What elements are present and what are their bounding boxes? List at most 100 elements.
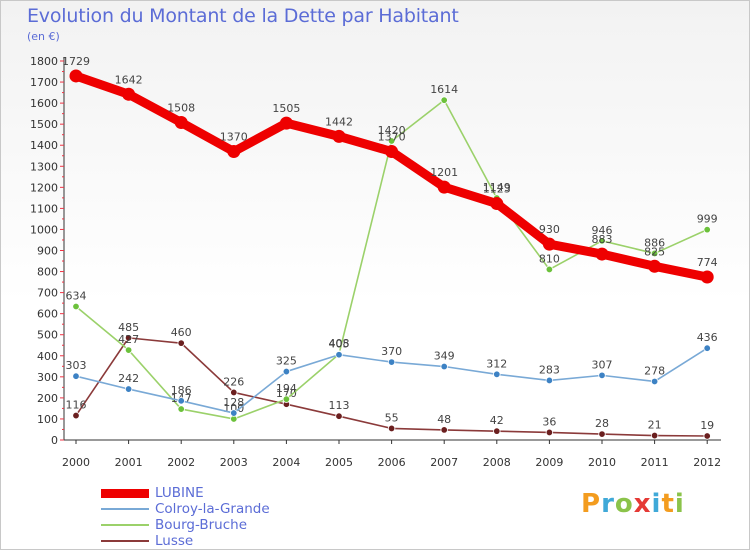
data-point (387, 358, 396, 366)
data-label: 460 (171, 326, 192, 339)
x-tick-label: 2001 (115, 456, 143, 469)
legend-swatch (101, 524, 149, 526)
data-label: 186 (171, 384, 192, 397)
legend-item: Lusse (101, 533, 270, 549)
data-label: 55 (385, 411, 399, 424)
data-label: 1442 (325, 115, 353, 128)
data-label: 1729 (62, 55, 90, 68)
data-label: 1420 (378, 124, 406, 137)
data-point (282, 367, 291, 376)
data-point (703, 432, 711, 440)
data-label: 427 (118, 333, 139, 346)
legend-item: Colroy-la-Grande (101, 501, 270, 517)
x-tick-label: 2006 (378, 456, 406, 469)
data-label: 194 (276, 382, 297, 395)
data-point (282, 395, 291, 403)
y-tick-label: 1300 (30, 160, 58, 173)
data-point (437, 180, 451, 194)
y-tick-label: 1600 (30, 97, 58, 110)
data-point (124, 346, 133, 354)
data-label: 825 (644, 245, 665, 258)
data-point (440, 362, 448, 371)
data-point (598, 430, 606, 438)
legend-item: LUBINE (101, 485, 270, 501)
y-tick-label: 600 (37, 308, 58, 321)
data-point (440, 426, 448, 434)
y-tick-label: 900 (37, 245, 58, 258)
data-point (177, 339, 185, 347)
data-point (332, 129, 346, 143)
y-tick-label: 500 (37, 329, 58, 342)
data-point (545, 428, 554, 437)
y-tick-label: 700 (37, 287, 58, 300)
legend-swatch (101, 488, 149, 498)
logo-letter: t (661, 489, 675, 519)
x-tick-label: 2005 (325, 456, 353, 469)
logo-letter: x (633, 489, 652, 519)
data-label: 19 (700, 419, 714, 432)
data-label: 116 (66, 399, 87, 412)
data-label: 883 (592, 233, 613, 246)
x-tick-label: 2011 (641, 456, 669, 469)
x-tick-label: 2004 (272, 456, 300, 469)
data-point (493, 427, 501, 435)
y-tick-label: 100 (37, 413, 58, 426)
data-point (174, 115, 188, 129)
data-point (72, 411, 80, 420)
y-tick-label: 200 (37, 392, 58, 405)
data-point (650, 249, 659, 258)
y-tick-label: 0 (51, 434, 58, 447)
data-label: 1642 (115, 73, 143, 86)
data-label: 1614 (430, 83, 458, 96)
data-point (335, 412, 343, 420)
data-label: 21 (648, 419, 662, 432)
data-point (177, 397, 185, 405)
data-point (230, 388, 238, 397)
x-tick-label: 2009 (535, 456, 563, 469)
data-point (650, 377, 659, 386)
data-point (703, 225, 711, 234)
y-tick-label: 1100 (30, 202, 58, 215)
x-tick-label: 2000 (62, 456, 90, 469)
data-label: 42 (490, 414, 504, 427)
data-label: 312 (486, 357, 507, 370)
data-label: 436 (697, 331, 718, 344)
data-point (648, 259, 662, 273)
data-label: 999 (697, 213, 718, 226)
data-label: 930 (539, 223, 560, 236)
proxiti-logo: Proxiti (581, 489, 685, 519)
legend-swatch (101, 540, 149, 542)
data-point (545, 265, 554, 274)
data-label: 405 (329, 338, 350, 351)
logo-letter: o (614, 489, 634, 519)
x-tick-label: 2002 (167, 456, 195, 469)
chart-title: Evolution du Montant de la Dette par Hab… (27, 5, 459, 27)
y-tick-label: 1500 (30, 118, 58, 131)
legend-label: Bourg-Bruche (155, 517, 248, 533)
data-point (598, 237, 606, 245)
data-point (279, 116, 293, 130)
data-point (230, 409, 238, 417)
data-label: 48 (437, 413, 451, 426)
data-label: 278 (644, 364, 665, 377)
data-label: 307 (592, 358, 613, 371)
data-label: 810 (539, 252, 560, 265)
data-point (595, 247, 609, 261)
data-point (124, 385, 133, 393)
data-label: 1508 (167, 101, 195, 114)
x-tick-label: 2007 (430, 456, 458, 469)
x-tick-label: 2012 (693, 456, 721, 469)
data-point (545, 376, 554, 385)
data-point (122, 87, 136, 101)
data-point (387, 424, 396, 433)
y-tick-label: 800 (37, 266, 58, 279)
legend-swatch (101, 508, 149, 510)
data-label: 1123 (483, 183, 511, 196)
data-label: 1149 (483, 181, 511, 194)
data-point (650, 431, 659, 440)
y-tick-label: 400 (37, 350, 58, 363)
logo-letter: i (674, 489, 685, 519)
data-label: 370 (381, 345, 402, 358)
